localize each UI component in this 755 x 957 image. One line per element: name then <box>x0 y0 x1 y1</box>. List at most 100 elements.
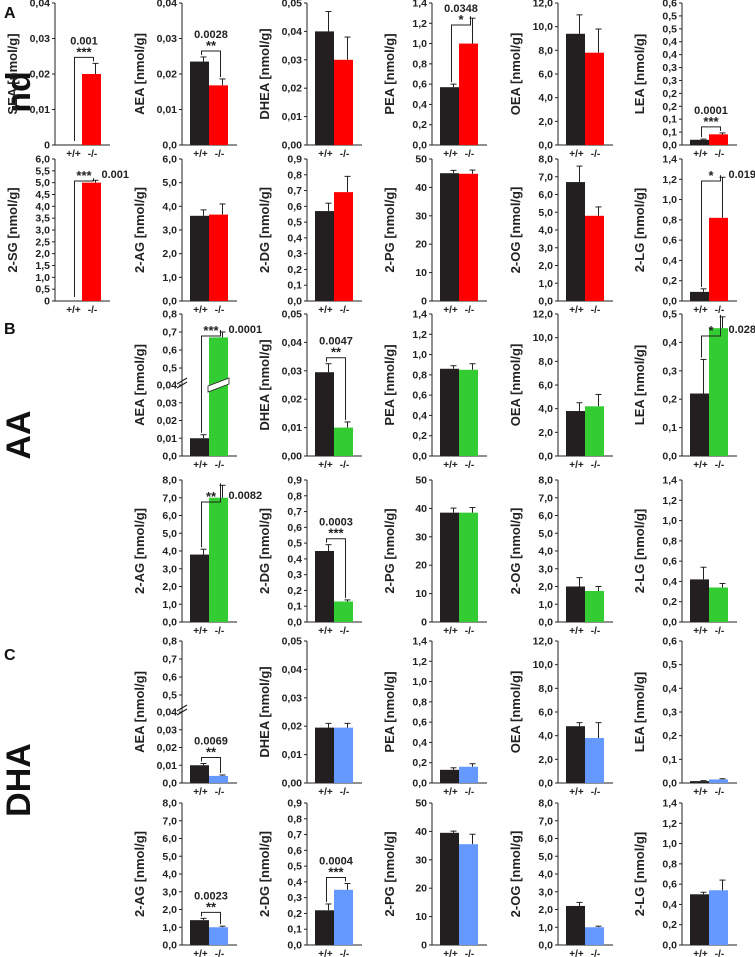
chart-panel: 0,0 0,2 0,4 0,6 0,8 1,0 1,2 1,4 PEA [nmol/g] +/+ -… <box>382 309 487 471</box>
y-tick-label: 0,8 <box>412 58 427 70</box>
y-tick-label: 0,8 <box>287 490 302 502</box>
x-category-label: -/- <box>88 149 97 160</box>
significance-stars: *** <box>703 114 719 129</box>
y-tick-label: 0,03 <box>157 33 178 45</box>
y-tick-label: 0,4 <box>662 576 677 588</box>
y-tick-label: 5,0 <box>35 177 50 189</box>
bar-ko <box>459 844 478 945</box>
bar-ko <box>334 427 353 456</box>
y-tick-label: 0,1 <box>662 422 677 434</box>
y-tick-label: 0,5 <box>287 217 302 229</box>
chart-panel: 0,0 0,2 0,4 0,6 0,8 1,0 1,2 1,4 PEA [nmol/g] +/+ -… <box>382 636 487 798</box>
x-category-label: +/+ <box>66 305 81 316</box>
y-tick-label: 6,0 <box>538 510 553 522</box>
y-tick-label: 0,8 <box>287 169 302 181</box>
y-tick-label: 4,0 <box>162 201 177 213</box>
x-category-label: +/+ <box>318 626 333 637</box>
y-tick-label: 0,4 <box>662 337 677 349</box>
chart-panel: 0,0 0,1 0,2 0,3 0,4 0,5 0,6 LEA [nmol/g] +/+ -/- <box>632 636 737 798</box>
y-tick-label: 0,8 <box>412 696 427 708</box>
chart-panel: 0,00,10,10,20,20,30,30,40,40,50,50,6LEA … <box>632 0 737 160</box>
y-tick-label: 12,0 <box>533 309 554 321</box>
y-axis-label: 2-PG [nmol/g] <box>382 187 397 272</box>
significance-stars: *** <box>328 526 344 541</box>
y-axis-label: DHEA [nmol/g] <box>257 666 272 757</box>
significance-bracket <box>201 330 221 433</box>
x-category-label: -/- <box>340 626 349 637</box>
bar-ko <box>709 779 728 783</box>
chart-panel: 0,0 1,0 2,0 3,0 4,0 5,0 6,0 7,0 8,0 2-OG [nmol/g]… <box>508 154 613 316</box>
chart-panel: 0,0 0,2 0,4 0,6 0,8 1,0 1,2 1,4 2-LG [nmol/g] +/+… <box>632 798 737 957</box>
panel-letter: C <box>4 647 16 664</box>
y-tick-label: 0 <box>44 296 50 308</box>
y-tick-label: 40 <box>415 182 427 194</box>
y-tick-label: 10 <box>415 267 427 279</box>
x-category-label: -/- <box>715 787 724 798</box>
group-DHA: C DHA 0,0 0,01 0,02 0,03 0,04 0,5 0,6 0,7 0,8 AEA [… <box>0 636 737 957</box>
y-axis-label: PEA [nmol/g] <box>382 33 397 114</box>
y-tick-label: 1,0 <box>412 38 427 50</box>
y-tick-label: 8,0 <box>162 475 177 487</box>
y-tick-label: 1,2 <box>412 329 427 341</box>
x-category-label: -/- <box>215 305 224 316</box>
significance-bracket <box>701 314 721 358</box>
bar-ko <box>459 173 478 301</box>
y-axis-label: AEA [nmol/g] <box>132 33 147 115</box>
y-tick-label: 1,2 <box>412 18 427 30</box>
y-tick-label: 50 <box>415 798 427 810</box>
significance-bracket <box>201 756 221 774</box>
y-tick-label: 20 <box>415 883 427 895</box>
bar-ko <box>585 738 604 783</box>
y-axis-label: 2-AG [nmol/g] <box>132 187 147 273</box>
y-tick-label: 4,5 <box>35 189 50 201</box>
y-tick-label: 0,01 <box>157 760 178 772</box>
bar-wt <box>190 765 209 783</box>
y-tick-label: 0,00 <box>282 451 303 463</box>
group-label: DHA <box>0 743 38 817</box>
y-tick-label: 0,2 <box>412 119 427 131</box>
y-tick-label: 1,0 <box>162 272 177 284</box>
y-tick-label: 0,0 <box>162 617 177 629</box>
bar-ko <box>709 890 728 945</box>
y-tick-label: 6,0 <box>35 154 50 166</box>
y-tick-label: 0,1 <box>662 754 677 766</box>
x-category-label: +/+ <box>193 626 208 637</box>
bar-ko <box>209 85 228 145</box>
y-tick-label: 0,1 <box>287 601 302 613</box>
bar-wt <box>690 781 709 783</box>
y-axis-label: DHEA [nmol/g] <box>257 339 272 430</box>
y-tick-label: 0,6 <box>662 556 677 568</box>
y-tick-label: 7,0 <box>162 492 177 504</box>
significance-bracket <box>201 50 221 77</box>
bar-wt <box>440 769 459 783</box>
y-axis-label: DHEA [nmol/g] <box>257 28 272 119</box>
y-axis-label: 2-AG [nmol/g] <box>132 831 147 917</box>
y-tick-label: 4,0 <box>35 201 50 213</box>
y-tick-label: 0,5 <box>287 538 302 550</box>
chart-panel: 00,51,01,52,02,53,03,54,04,55,05,56,0 2-S… <box>5 154 129 317</box>
p-value-label: 0.0001 <box>694 105 728 117</box>
y-axis-label: OEA [nmol/g] <box>508 671 523 754</box>
chart-panel: 0,0 2,0 4,0 6,0 8,0 10,0 12,0 OEA [nmol/g] +/+ -/… <box>508 309 613 471</box>
y-tick-label: 0,3 <box>287 892 302 904</box>
y-axis-label: SEA [nmol/g] <box>5 33 20 114</box>
bar-ko <box>334 727 353 783</box>
y-tick-label: 1,0 <box>538 599 553 611</box>
significance-stars: *** <box>76 168 92 183</box>
bar-wt <box>440 832 459 945</box>
y-axis-label: 2-DG [nmol/g] <box>257 831 272 917</box>
y-tick-label: 4,0 <box>538 403 553 415</box>
bar-ko <box>334 601 353 622</box>
y-tick-label: 1,0 <box>162 922 177 934</box>
y-tick-label: 0,3 <box>662 707 677 719</box>
y-tick-label: 0,01 <box>282 111 303 123</box>
p-value-label: 0.0003 <box>319 517 353 529</box>
y-tick-label: 0,7 <box>162 327 177 339</box>
y-tick-label: 8,0 <box>538 154 553 166</box>
bar-wt <box>566 905 585 945</box>
significance-bracket <box>74 56 94 141</box>
y-tick-label: 0,02 <box>30 69 51 81</box>
bar-wt <box>690 393 709 456</box>
axis-break-mark <box>176 704 188 712</box>
